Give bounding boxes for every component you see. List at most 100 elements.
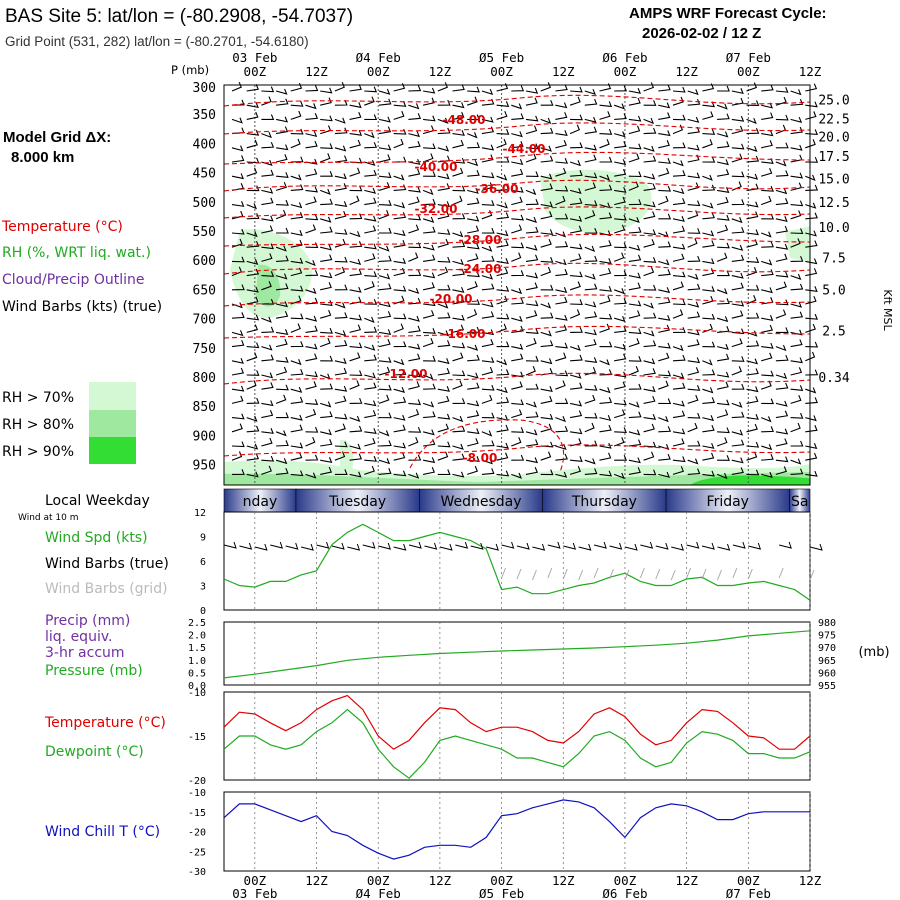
forecast-cycle-value: 2026-02-02 / 12 Z <box>642 25 761 42</box>
bottom-hour-label: 00Z <box>367 873 390 888</box>
pressure-tick: 970 <box>818 643 836 654</box>
wind-barb <box>525 188 537 196</box>
weekday-label: nday <box>243 494 278 510</box>
wind-barb <box>511 437 522 447</box>
wind-barb <box>496 285 510 292</box>
wind-barb <box>275 154 288 163</box>
height-tick-label: 25.0 <box>818 94 849 109</box>
wind-chill-legend: Wind Chill T (°C) <box>45 824 160 840</box>
wind-barb <box>305 103 317 110</box>
wind-barb <box>687 182 700 191</box>
wind-barb <box>364 197 377 206</box>
wind-barb <box>378 182 391 191</box>
wind-barb <box>761 84 774 92</box>
wind-barb <box>658 314 671 321</box>
pressure-tick-label: 750 <box>193 342 216 357</box>
wind-barb <box>599 111 611 120</box>
wind-barb <box>643 211 656 220</box>
wind-barb <box>525 429 538 436</box>
wind-barb <box>305 224 317 234</box>
surface-wind-barb <box>300 543 314 551</box>
wind-barb <box>672 438 685 447</box>
wind-barb <box>702 424 715 433</box>
wind-barb <box>364 86 378 93</box>
wind-barb <box>599 323 610 333</box>
wind-barb <box>246 258 259 265</box>
wind-barb <box>481 468 495 475</box>
wind-barb <box>481 200 495 206</box>
wind-barb <box>231 81 242 92</box>
wind-barb <box>320 244 332 251</box>
wind-barb <box>687 273 699 280</box>
wind-barb <box>672 372 685 379</box>
isotherm-label: -44.00 <box>503 142 546 156</box>
wind-barb <box>599 174 611 181</box>
wind-barb <box>290 323 301 333</box>
wind-barb <box>496 240 509 248</box>
wind-barb <box>320 457 333 463</box>
wind-barb <box>746 100 760 106</box>
wind-barb <box>658 269 671 277</box>
wind-barb <box>614 85 627 92</box>
wind-barb <box>437 423 449 433</box>
wind-barb <box>569 281 581 291</box>
wind-barb <box>261 400 274 407</box>
wind-barb <box>437 117 449 124</box>
wind-barb <box>643 340 657 348</box>
wind-barb <box>731 338 743 348</box>
wind-barb <box>320 153 331 163</box>
wind-barb <box>658 443 670 451</box>
wind-barb <box>614 381 626 390</box>
wind-barb <box>702 184 716 191</box>
wind-barb <box>569 344 581 351</box>
wind-barb <box>746 145 758 152</box>
wind-barb <box>775 456 789 463</box>
temperature-panel: -10 -15 -20 <box>188 688 811 787</box>
wind-barb <box>364 169 377 177</box>
wind-barb <box>511 343 524 350</box>
wind-barb <box>467 187 479 194</box>
wind-barb <box>481 366 494 376</box>
wind-barb <box>408 113 422 120</box>
wind-barb <box>496 313 510 320</box>
wind-barb <box>467 215 480 222</box>
wind-barb <box>349 352 361 362</box>
surface-wind-barb <box>501 541 515 549</box>
wind-barb <box>525 401 537 408</box>
wind-barb <box>731 439 745 447</box>
wind-barb <box>378 88 391 95</box>
wind-barb <box>305 85 319 92</box>
wind-barb <box>261 215 274 222</box>
temperature-line <box>223 694 811 750</box>
wind-barb <box>599 424 612 433</box>
wind-barb <box>702 359 713 366</box>
wind-barb <box>334 155 348 163</box>
wind-barb <box>717 141 730 149</box>
wind-barb <box>496 424 509 433</box>
wind-barb <box>349 397 363 404</box>
grid-wind-barb <box>747 568 753 580</box>
wind-barb <box>658 453 671 461</box>
wind-barb <box>790 412 804 419</box>
bottom-hour-label: 00Z <box>614 873 637 888</box>
wind-barb <box>467 465 478 475</box>
wind-barb <box>246 397 260 404</box>
wind-barb <box>467 225 480 234</box>
weekday-label: Friday <box>707 494 749 510</box>
grid-wind-barb <box>809 569 815 581</box>
wind-barb <box>555 287 568 294</box>
wind-barb <box>702 212 715 220</box>
wind-barbs-true-legend: Wind Barbs (true) <box>45 556 169 572</box>
wind-barb <box>717 85 730 92</box>
wind-barb <box>290 295 302 305</box>
wind-barb <box>599 442 612 449</box>
wind-barb <box>805 313 818 320</box>
pressure-tick-label: 450 <box>193 167 216 182</box>
wind-barb <box>275 273 288 280</box>
wind-barb <box>672 170 686 177</box>
wind-barb <box>511 224 523 234</box>
wind-barb <box>364 281 375 291</box>
wind-barb <box>614 224 626 234</box>
wind-barb <box>437 266 449 277</box>
wind-barb <box>320 439 333 447</box>
